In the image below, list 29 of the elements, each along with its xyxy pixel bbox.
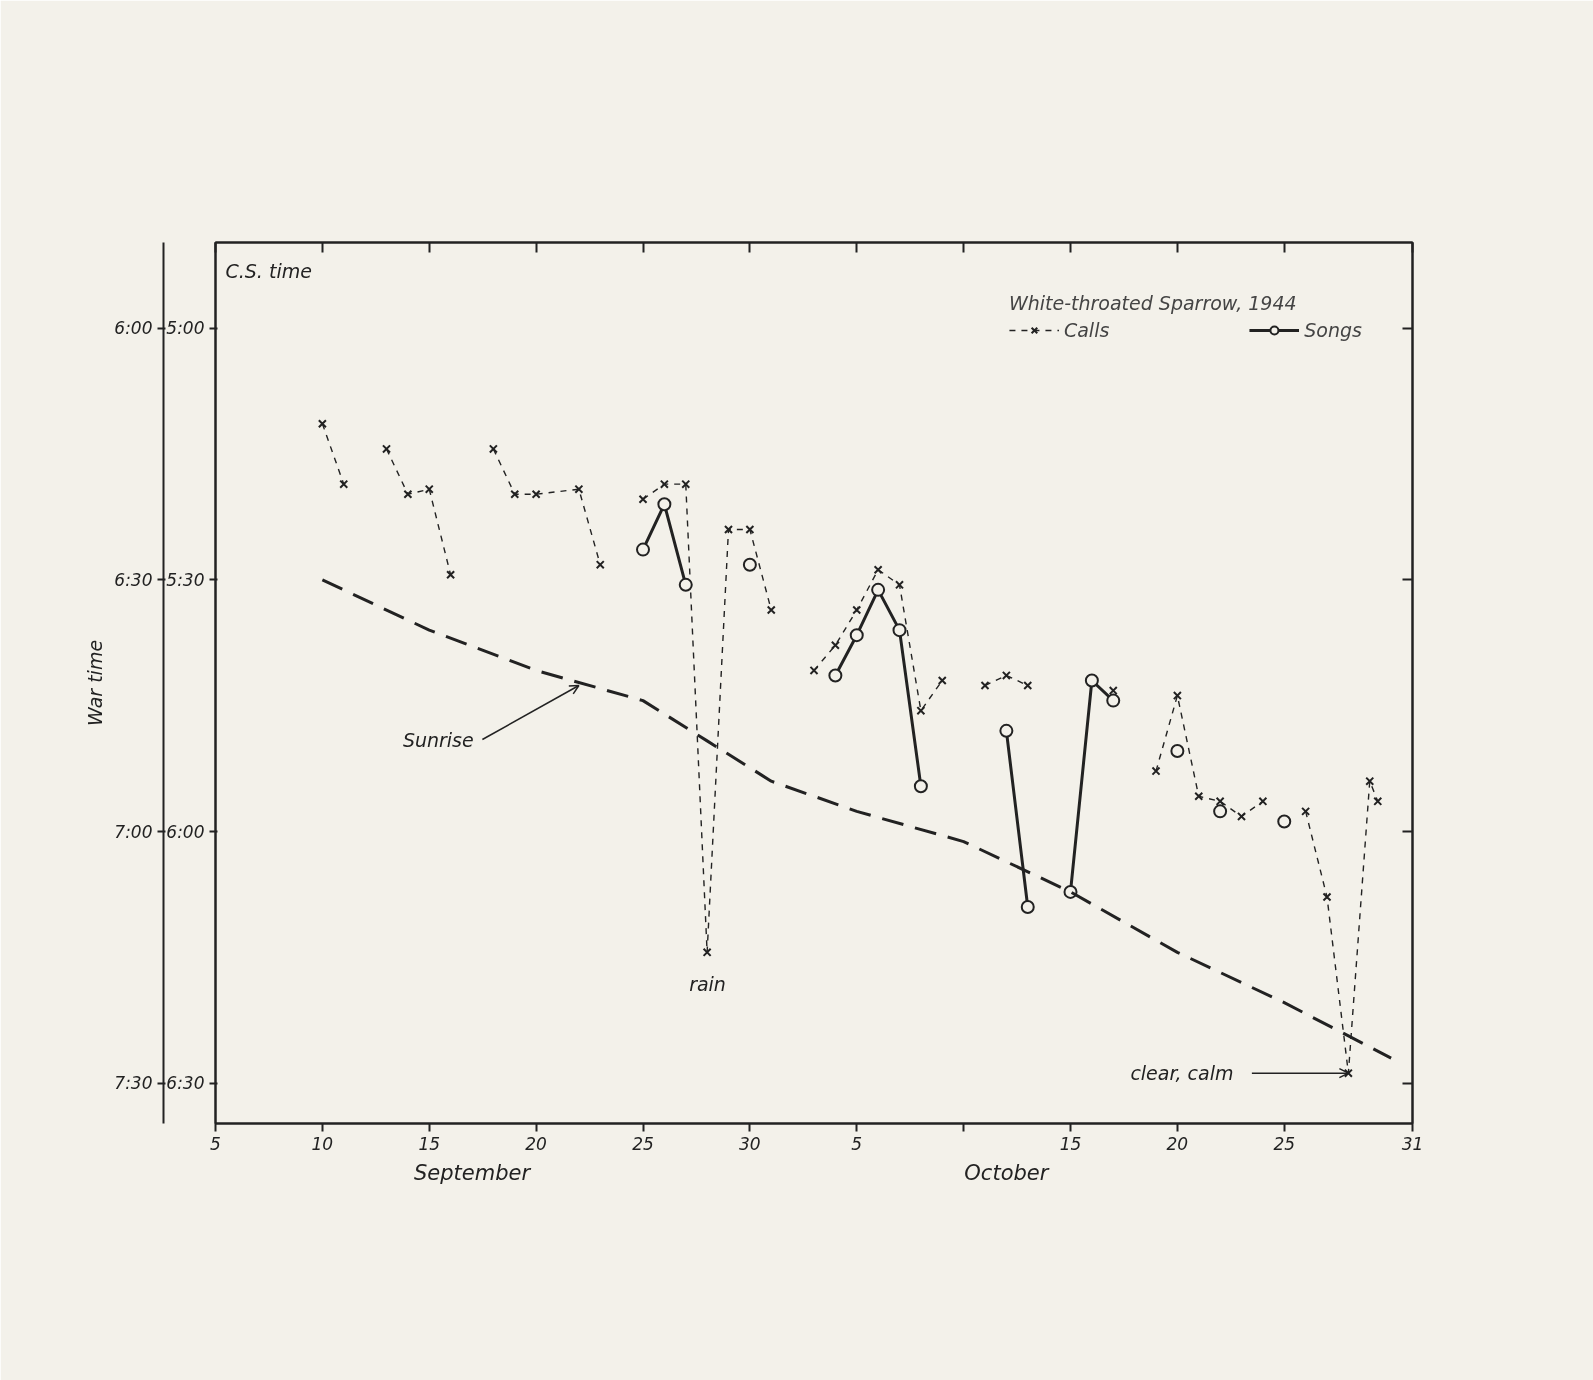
x-tick-label: 25 xyxy=(632,1133,654,1154)
x-tick-label: 15 xyxy=(418,1133,441,1154)
legend-label: Songs xyxy=(1304,319,1362,341)
y-axis-title: War time xyxy=(84,639,107,727)
y2-tick-label: 5:00 xyxy=(166,318,205,339)
x-tick-label: 20 xyxy=(1166,1133,1189,1154)
x-tick-label: 15 xyxy=(1059,1133,1082,1154)
y2-axis-title: C.S. time xyxy=(225,259,312,282)
y-tick-label: 7:30 xyxy=(114,1073,153,1094)
x-tick-label: 10 xyxy=(311,1133,334,1154)
text: October xyxy=(964,1160,1050,1185)
annotation: Sunrise xyxy=(402,728,474,751)
x-tick-label: 31 xyxy=(1401,1133,1424,1154)
x-tick-label: 5 xyxy=(210,1133,221,1154)
x-tick-label: 25 xyxy=(1273,1133,1296,1154)
x-tick-label: 30 xyxy=(739,1133,761,1154)
annotation: rain xyxy=(689,973,726,996)
y2-tick-label: 6:00 xyxy=(166,821,205,842)
text: September xyxy=(413,1160,532,1185)
y-tick-label: 7:00 xyxy=(114,821,153,842)
legend-title: White-throated Sparrow, 1944 xyxy=(1008,292,1298,314)
x-tick-label: 20 xyxy=(525,1133,547,1154)
annotation: clear, calm xyxy=(1130,1062,1234,1085)
y2-tick-label: 6:30 xyxy=(166,1073,205,1094)
y-tick-label: 6:00 xyxy=(114,318,153,339)
y-tick-label: 6:30 xyxy=(114,569,153,590)
y2-tick-label: 5:30 xyxy=(166,569,205,590)
legend-label: Calls xyxy=(1063,319,1110,341)
x-tick-label: 5 xyxy=(851,1133,863,1154)
